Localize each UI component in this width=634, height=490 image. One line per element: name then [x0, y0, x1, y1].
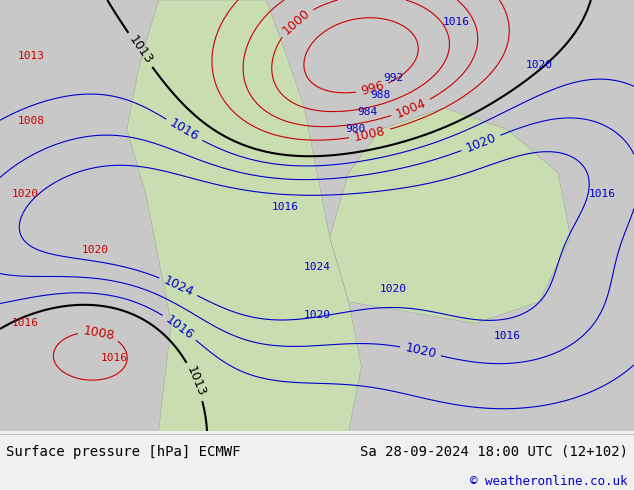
Text: 1008: 1008 — [18, 116, 45, 126]
Text: 1016: 1016 — [272, 202, 299, 212]
Text: 1020: 1020 — [526, 60, 552, 70]
Text: 1016: 1016 — [101, 353, 127, 363]
Text: 1004: 1004 — [394, 96, 428, 121]
Text: © weatheronline.co.uk: © weatheronline.co.uk — [470, 475, 628, 488]
Text: 996: 996 — [359, 79, 385, 98]
Text: Surface pressure [hPa] ECMWF: Surface pressure [hPa] ECMWF — [6, 445, 241, 459]
Text: 1008: 1008 — [353, 124, 387, 144]
Text: 1013: 1013 — [126, 33, 155, 67]
Text: 1024: 1024 — [304, 262, 330, 272]
Text: 1000: 1000 — [280, 6, 313, 37]
Text: 1013: 1013 — [18, 51, 45, 61]
Text: 992: 992 — [383, 73, 403, 83]
Text: 988: 988 — [370, 90, 391, 100]
Text: 1020: 1020 — [82, 245, 108, 255]
Text: 1016: 1016 — [443, 17, 470, 26]
Text: Sa 28-09-2024 18:00 UTC (12+102): Sa 28-09-2024 18:00 UTC (12+102) — [359, 445, 628, 459]
Text: 1016: 1016 — [12, 318, 39, 328]
Text: 980: 980 — [345, 124, 365, 134]
Text: 1020: 1020 — [12, 189, 39, 199]
Text: 1020: 1020 — [304, 310, 330, 320]
Text: 1024: 1024 — [161, 274, 195, 299]
Polygon shape — [330, 108, 571, 323]
Text: 1016: 1016 — [494, 331, 521, 342]
Text: 1020: 1020 — [464, 131, 498, 155]
Text: 1016: 1016 — [167, 117, 201, 144]
Text: 1016: 1016 — [163, 313, 197, 342]
Text: 1020: 1020 — [380, 284, 406, 294]
Text: 1008: 1008 — [82, 324, 115, 343]
Polygon shape — [127, 0, 361, 431]
Text: 984: 984 — [358, 107, 378, 117]
Text: 1016: 1016 — [589, 189, 616, 199]
Text: 1013: 1013 — [184, 364, 208, 398]
Text: 1020: 1020 — [404, 341, 437, 361]
